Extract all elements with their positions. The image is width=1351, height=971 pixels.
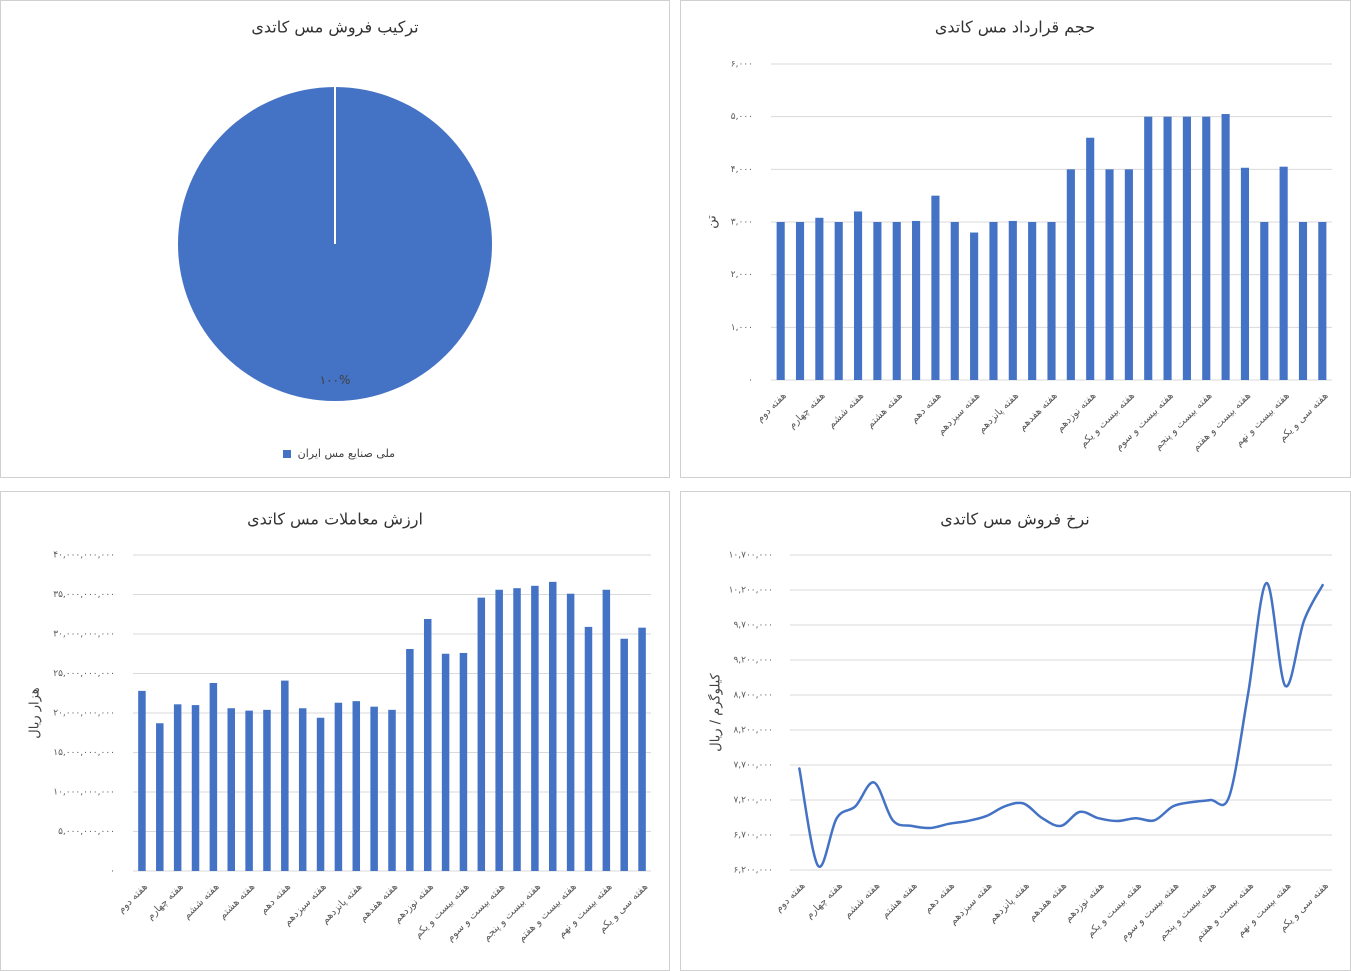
bar bbox=[892, 222, 901, 380]
bar bbox=[370, 706, 378, 871]
chart-title: ترکیب فروش مس کاتدی bbox=[251, 18, 418, 38]
bar bbox=[1260, 222, 1269, 380]
y-tick-label: ۴۰,۰۰۰,۰۰۰,۰۰۰ bbox=[53, 551, 115, 561]
bar bbox=[1086, 137, 1095, 380]
bar bbox=[549, 581, 557, 871]
bar bbox=[931, 195, 940, 380]
legend-label: ملی صنایع مس ایران bbox=[298, 447, 395, 460]
y-tick-label: ۳,۰۰۰ bbox=[731, 218, 753, 228]
bar bbox=[1221, 114, 1230, 381]
bar bbox=[263, 709, 271, 871]
bar bbox=[209, 682, 218, 871]
bar bbox=[281, 680, 289, 871]
bar bbox=[776, 222, 785, 380]
bar bbox=[1008, 220, 1017, 380]
legend-swatch bbox=[283, 450, 291, 458]
bar bbox=[138, 690, 146, 871]
y-tick-label: ۶,۷۰۰,۰۰۰ bbox=[733, 831, 773, 841]
y-axis-label: کیلوگرم / ریال bbox=[708, 672, 724, 751]
bar bbox=[912, 220, 921, 380]
bar bbox=[1028, 222, 1037, 380]
y-tick-label: ۱۵,۰۰۰,۰۰۰,۰۰۰ bbox=[53, 748, 115, 758]
bar bbox=[602, 589, 611, 871]
bar bbox=[459, 652, 468, 871]
bar bbox=[620, 638, 628, 871]
bar bbox=[1240, 167, 1250, 380]
bar bbox=[156, 723, 164, 871]
y-tick-label: ۴,۰۰۰ bbox=[731, 165, 753, 175]
y-tick-label: ۱۰,۲۰۰,۰۰۰ bbox=[729, 586, 773, 596]
y-tick-label: ۸,۷۰۰,۰۰۰ bbox=[733, 691, 773, 701]
bar bbox=[1124, 169, 1133, 380]
y-tick-label: ۶,۲۰۰,۰۰۰ bbox=[733, 866, 773, 876]
bar bbox=[950, 222, 959, 380]
y-tick-label: ۶,۰۰۰ bbox=[731, 60, 753, 70]
bar bbox=[298, 708, 307, 871]
bar bbox=[566, 593, 575, 871]
bar bbox=[1105, 169, 1114, 380]
y-axis-label: هزار ریال bbox=[28, 687, 43, 738]
bar bbox=[1298, 222, 1308, 380]
bar bbox=[352, 701, 361, 871]
bar bbox=[584, 626, 593, 871]
bar bbox=[173, 704, 182, 871]
bar bbox=[388, 709, 396, 871]
bar bbox=[513, 588, 521, 871]
bar bbox=[423, 618, 432, 871]
bar bbox=[227, 708, 235, 871]
y-tick-label: ۰ bbox=[110, 867, 115, 877]
bar bbox=[191, 705, 200, 871]
bar bbox=[477, 597, 486, 871]
bar bbox=[406, 649, 414, 871]
y-tick-label: ۰ bbox=[748, 376, 753, 386]
bar bbox=[638, 627, 646, 871]
bar bbox=[989, 222, 998, 380]
y-tick-label: ۷,۷۰۰,۰۰۰ bbox=[733, 761, 773, 771]
bar bbox=[1163, 116, 1172, 381]
bar bbox=[1318, 222, 1327, 380]
y-tick-label: ۸,۲۰۰,۰۰۰ bbox=[733, 726, 773, 736]
bar bbox=[495, 589, 503, 871]
bar bbox=[1066, 169, 1075, 380]
bar bbox=[853, 211, 863, 380]
bar bbox=[441, 653, 450, 871]
bar bbox=[245, 710, 253, 871]
chart-title: نرخ فروش مس کاتدی bbox=[940, 510, 1089, 530]
y-tick-label: ۵,۰۰۰ bbox=[731, 112, 753, 122]
bar bbox=[873, 222, 882, 380]
bar bbox=[834, 222, 843, 380]
y-tick-label: ۲,۰۰۰ bbox=[731, 270, 753, 280]
bar bbox=[316, 717, 325, 871]
bar bbox=[334, 702, 343, 871]
y-tick-label: ۳۰,۰۰۰,۰۰۰,۰۰۰ bbox=[53, 630, 115, 640]
chart-title: حجم قرارداد مس کاتدی bbox=[935, 18, 1095, 38]
y-tick-label: ۱,۰۰۰ bbox=[731, 323, 753, 333]
bar bbox=[815, 217, 824, 380]
line bbox=[798, 581, 1324, 868]
y-tick-label: ۲۰,۰۰۰,۰۰۰,۰۰۰ bbox=[53, 709, 115, 719]
bar bbox=[1144, 116, 1153, 381]
bar bbox=[795, 222, 805, 380]
panel bbox=[680, 491, 1351, 971]
data-label: ۱۰۰% bbox=[320, 373, 351, 387]
bar bbox=[531, 585, 539, 871]
y-tick-label: ۱۰,۰۰۰,۰۰۰,۰۰۰ bbox=[53, 788, 115, 798]
y-tick-label: ۹,۷۰۰,۰۰۰ bbox=[733, 621, 773, 631]
bar bbox=[1202, 116, 1211, 381]
bar bbox=[1182, 116, 1191, 381]
chart-title: ارزش معاملات مس کاتدی bbox=[247, 510, 423, 530]
y-tick-label: ۳۵,۰۰۰,۰۰۰,۰۰۰ bbox=[53, 590, 115, 600]
y-axis-label: تن bbox=[705, 215, 720, 229]
bar bbox=[1047, 222, 1056, 380]
y-tick-label: ۷,۲۰۰,۰۰۰ bbox=[733, 796, 773, 806]
bar bbox=[970, 232, 979, 380]
y-tick-label: ۹,۲۰۰,۰۰۰ bbox=[733, 656, 773, 666]
bar bbox=[1279, 166, 1288, 380]
y-tick-label: ۲۵,۰۰۰,۰۰۰,۰۰۰ bbox=[53, 669, 115, 679]
y-tick-label: ۱۰,۷۰۰,۰۰۰ bbox=[729, 551, 773, 561]
y-tick-label: ۵,۰۰۰,۰۰۰,۰۰۰ bbox=[58, 827, 115, 837]
